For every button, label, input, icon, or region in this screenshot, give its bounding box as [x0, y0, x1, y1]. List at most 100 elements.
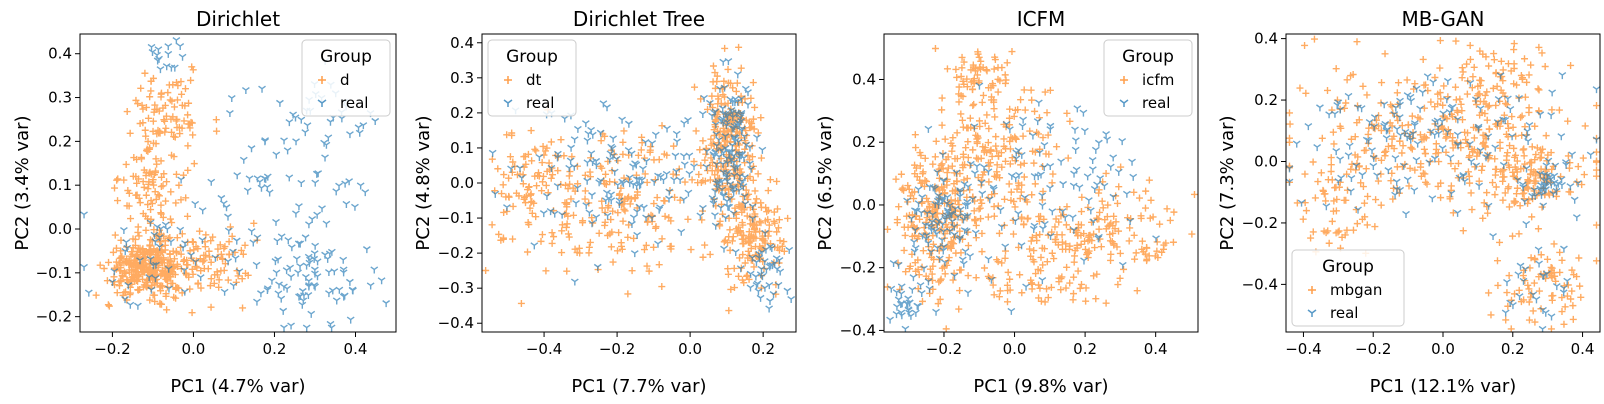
point-real: [224, 227, 233, 235]
point-d: [126, 129, 134, 137]
point-dt: [602, 170, 610, 178]
point-mbgan: [1510, 144, 1518, 152]
point-icfm: [1081, 237, 1089, 245]
point-d: [244, 271, 252, 279]
point-dt: [563, 199, 571, 207]
point-real: [624, 120, 633, 128]
point-real: [593, 263, 602, 271]
point-d: [149, 139, 157, 147]
point-real: [304, 253, 313, 261]
point-d: [139, 119, 147, 127]
point-d: [181, 85, 189, 93]
point-mbgan: [1446, 195, 1454, 203]
point-mbgan: [1470, 123, 1478, 131]
point-mbgan: [1505, 203, 1513, 211]
point-real: [723, 159, 732, 167]
point-icfm: [1028, 96, 1036, 104]
point-real: [1474, 123, 1483, 131]
point-real: [1396, 101, 1404, 109]
series-icfm: [884, 45, 1198, 332]
point-real: [1430, 131, 1439, 139]
point-mbgan: [1511, 153, 1519, 161]
point-real: [156, 225, 165, 233]
point-real: [785, 246, 794, 254]
point-real: [1365, 118, 1374, 127]
point-real: [746, 160, 754, 168]
point-d: [178, 230, 186, 238]
point-icfm: [938, 94, 946, 102]
point-d: [172, 284, 180, 292]
point-dt: [528, 209, 536, 217]
point-d: [118, 272, 126, 280]
point-real: [728, 142, 737, 150]
point-dt: [617, 184, 625, 192]
point-real: [361, 189, 370, 197]
point-real: [748, 203, 757, 211]
point-icfm: [902, 268, 910, 276]
point-d: [161, 128, 169, 136]
point-real: [650, 178, 659, 186]
x-axis-label: PC1 (12.1% var): [1370, 376, 1517, 397]
point-d: [176, 130, 184, 138]
point-mbgan: [1349, 71, 1357, 79]
point-d: [168, 151, 176, 159]
point-dt: [690, 158, 698, 166]
point-real: [716, 204, 725, 212]
y-tick-label: 0.4: [852, 70, 876, 88]
point-mbgan: [1551, 272, 1559, 280]
point-dt: [738, 235, 746, 243]
panel-dirichlet: Dirichlet PC2 (3.4% var) PC1 (4.7% var) …: [12, 7, 397, 397]
point-real: [294, 240, 303, 248]
point-d: [160, 259, 168, 267]
point-real: [718, 115, 727, 123]
point-mbgan: [1399, 142, 1407, 150]
point-real: [699, 204, 707, 212]
point-dt: [645, 267, 653, 275]
point-real: [191, 200, 200, 208]
point-real: [282, 267, 291, 275]
point-real: [1446, 154, 1455, 162]
point-real: [917, 289, 926, 298]
point-dt: [548, 229, 556, 237]
point-mbgan: [1469, 73, 1477, 81]
point-real: [276, 99, 284, 107]
point-dt: [740, 239, 748, 247]
point-dt: [527, 190, 535, 198]
point-mbgan: [1347, 165, 1355, 173]
point-real: [1453, 131, 1462, 139]
point-dt: [571, 245, 579, 253]
point-d: [185, 99, 193, 107]
point-icfm: [1117, 163, 1125, 171]
point-real: [672, 130, 681, 138]
point-mbgan: [1569, 315, 1577, 323]
point-real: [328, 287, 337, 295]
point-real: [971, 170, 979, 178]
point-dt: [699, 137, 707, 145]
point-real: [1391, 104, 1400, 112]
point-icfm: [1062, 284, 1070, 292]
point-real: [261, 138, 269, 146]
point-d: [117, 277, 125, 285]
point-d: [238, 275, 246, 283]
point-d: [157, 183, 165, 191]
point-d: [169, 113, 177, 121]
point-d: [104, 301, 112, 309]
point-icfm: [1032, 270, 1040, 278]
point-mbgan: [1494, 281, 1502, 289]
point-dt: [756, 217, 764, 225]
point-dt: [709, 62, 717, 70]
legend-label: real: [1142, 94, 1170, 112]
point-real: [907, 215, 916, 223]
point-mbgan: [1470, 134, 1478, 142]
point-icfm: [1076, 284, 1084, 292]
point-real: [198, 207, 207, 215]
point-icfm: [990, 203, 998, 211]
point-icfm: [1028, 191, 1036, 199]
point-icfm: [1110, 240, 1118, 248]
point-real: [382, 300, 391, 308]
point-d: [241, 241, 249, 249]
plot-area: −0.4 −0.2 0.0 0.2 0.4−0.4−0.20.00.20.4Groupm…: [1242, 30, 1601, 358]
point-d: [212, 116, 220, 124]
point-real: [760, 258, 769, 266]
point-real: [122, 239, 131, 247]
